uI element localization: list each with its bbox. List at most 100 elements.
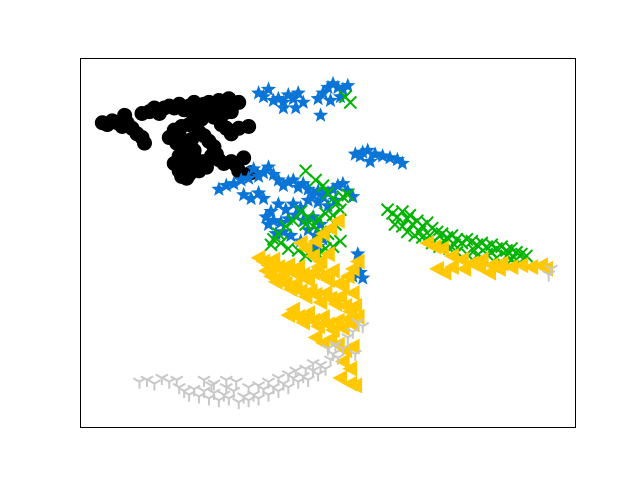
series-2-point-61: [310, 194, 326, 209]
series-5-point-49: [261, 377, 276, 389]
series-2-point-11: [288, 99, 304, 115]
series-2-point-63: [293, 199, 309, 215]
series-4-point-74: [312, 253, 328, 270]
series-5-point-64: [542, 270, 556, 282]
series-2-point-19: [340, 77, 356, 93]
series-2-point-39: [251, 168, 267, 183]
series-4-point-86: [503, 259, 519, 276]
series-4-point-55: [280, 307, 296, 324]
series-5-point-51: [242, 382, 256, 395]
series-2-point-43: [270, 172, 286, 187]
series-2-point-87: [352, 264, 368, 280]
plot-frame: [80, 58, 576, 428]
series-1-point-67: [181, 167, 197, 183]
series-4-point-43: [339, 310, 355, 327]
series-5-point-18: [227, 386, 241, 398]
series-4-point-9: [290, 259, 306, 276]
series-2-point-13: [310, 90, 326, 106]
series-1-point-11: [136, 135, 152, 151]
series-4-point-25: [272, 268, 288, 285]
series-2-point-5: [270, 90, 286, 106]
series-3-point-18: [306, 219, 320, 234]
series-2-point-42: [265, 166, 281, 181]
series-5-point-57: [204, 381, 219, 393]
series-4-point-88: [523, 259, 539, 276]
series-3-point-80: [413, 225, 427, 239]
series-2-point-69: [260, 216, 277, 231]
series-2-point-91: [251, 185, 267, 200]
series-2-point-64: [285, 196, 301, 211]
series-2-point-92: [243, 190, 259, 206]
series-2-point-9: [290, 85, 306, 100]
series-2-point-38: [246, 161, 262, 176]
series-2-point-60: [320, 198, 336, 213]
series-2-point-50: [305, 186, 321, 202]
series-2-point-12: [275, 99, 291, 115]
series-4-point-62: [334, 353, 350, 370]
series-2-point-30: [394, 155, 410, 170]
series-2-point-8: [285, 90, 301, 106]
series-4-point-69: [307, 233, 323, 250]
series-4-point-21: [349, 253, 365, 270]
series-4-point-4: [265, 251, 281, 268]
series-4-point-28: [287, 275, 303, 292]
series-3-point-38: [395, 204, 410, 219]
series-2-point-44: [275, 177, 291, 193]
series-4-point-40: [347, 297, 363, 314]
series-5-point-50: [251, 381, 266, 393]
series-2-point-67: [263, 203, 279, 218]
series-2-point-23: [347, 146, 363, 161]
series-5-point-47: [281, 369, 295, 382]
series-2-point-28: [382, 149, 398, 165]
series-2-point-15: [320, 79, 336, 95]
series-2-point-26: [367, 146, 383, 161]
series-2-point-78: [308, 227, 324, 243]
series-2-point-84: [275, 223, 291, 239]
series-2-point-77: [300, 222, 316, 237]
series-2-point-29: [389, 151, 405, 167]
series-2-point-58: [345, 188, 361, 204]
series-5-point-3: [147, 379, 161, 391]
series-5-point-60: [356, 321, 370, 334]
series-5-point-61: [341, 332, 355, 345]
series-2-point-45: [280, 173, 296, 189]
series-4-point-95: [471, 259, 487, 276]
series-1-point-72: [241, 118, 257, 134]
series-4-point-71: [322, 220, 338, 237]
series-4-point-78: [426, 238, 442, 255]
series-2-point-4: [265, 92, 281, 107]
series-2-point-89: [355, 270, 371, 285]
chart-marks: [94, 75, 558, 410]
series-2-point-56: [335, 175, 351, 191]
series-5-point-56: [219, 382, 233, 395]
series-2-point-40: [255, 164, 272, 180]
series-5-point-42: [328, 340, 343, 352]
series-4-point-87: [513, 257, 529, 274]
series-2-point-1: [251, 85, 267, 100]
series-4-point-47: [320, 316, 335, 333]
series-2-point-10: [295, 94, 311, 109]
series-5-point-4: [155, 373, 169, 386]
series-3-point-4: [308, 173, 323, 187]
series-2-point-32: [352, 148, 368, 163]
series-4-point-64: [332, 370, 348, 387]
series-2-point-46: [285, 172, 301, 187]
series-1-point-77: [231, 163, 247, 179]
series-3-point-63: [519, 249, 534, 263]
series-3-point-84: [467, 243, 482, 258]
series-2-point-83: [283, 227, 299, 243]
series-4-point-61: [344, 338, 360, 355]
series-2-point-41: [260, 159, 277, 174]
series-3-point-79: [403, 208, 417, 222]
series-2-point-72: [280, 211, 296, 226]
series-2-point-20: [332, 88, 348, 104]
series-4-point-50: [305, 312, 320, 329]
series-2-point-22: [313, 107, 329, 122]
series-4-point-72: [329, 212, 345, 229]
series-4-point-53: [290, 309, 306, 325]
series-4-point-20: [344, 260, 360, 277]
series-2-point-73: [288, 207, 304, 222]
series-2-point-66: [270, 196, 286, 211]
series-4-point-19: [339, 268, 355, 285]
